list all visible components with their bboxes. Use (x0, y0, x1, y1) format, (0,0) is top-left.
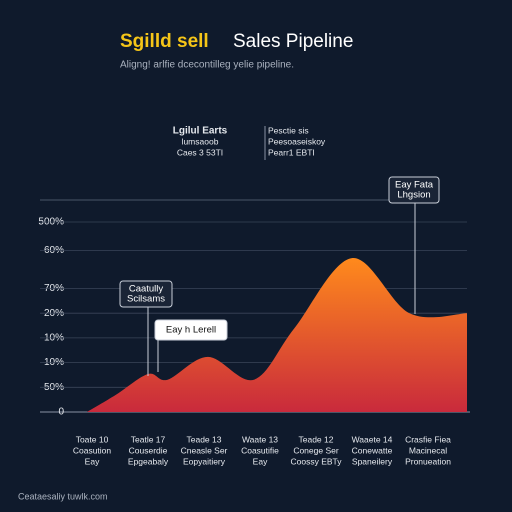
legend-text: Pesctie sis (268, 125, 309, 135)
title-highlight: Sgilld sell (120, 31, 209, 52)
x-tick-label: Eay (253, 456, 268, 466)
footer: Ceataesaliy tuwlk.com (18, 491, 108, 501)
annotation-text: Scilsams (127, 294, 165, 305)
x-tick-label: Teade 12 (299, 434, 334, 444)
x-tick-label: Spaneilery (352, 456, 393, 466)
annotation-text: Eay Fata (395, 180, 434, 191)
x-tick-label: Macinecal (409, 445, 447, 455)
annotation-text: Lhgsion (397, 190, 430, 201)
x-tick-label: Couserdie (129, 445, 168, 455)
x-tick-label: Teade 13 (187, 434, 222, 444)
x-tick-label: Epgeabaly (128, 456, 169, 466)
x-tick-label: Crasfie Fiea (405, 434, 451, 444)
x-tick-label: Conege Ser (293, 445, 339, 455)
x-tick-label: Eay (85, 456, 100, 466)
subtitle: Aligng! arlfie dcecontilleg yelie pipeli… (120, 60, 294, 71)
legend-text: Caes 3 53TI (177, 147, 223, 157)
x-tick-label: Eopyaitiery (183, 456, 226, 466)
annotation-text: Caatully (129, 284, 164, 295)
legend-text: Lgilul Earts (173, 126, 228, 137)
x-tick-label: Pronueation (405, 456, 451, 466)
x-tick-label: Toate 10 (76, 434, 109, 444)
annotation-text: Eay h Lerell (166, 325, 216, 336)
x-tick-label: Teatle 17 (131, 434, 166, 444)
x-tick-label: Coasution (73, 445, 112, 455)
legend-text: lumsaoob (182, 136, 219, 146)
annotation-box (119, 280, 173, 308)
x-tick-label: Waate 13 (242, 434, 278, 444)
x-tick-label: Coossy EBTy (290, 456, 342, 466)
legend-text: Peesoaseiskoy (268, 136, 326, 146)
area (87, 258, 467, 412)
annotation-box (154, 319, 228, 341)
legend-text: Pearr1 EBTI (268, 147, 315, 157)
x-tick-label: Waaete 14 (352, 434, 393, 444)
x-tick-label: Conewatte (352, 445, 393, 455)
x-tick-label: Cneasle Ser (181, 445, 228, 455)
chart-title: Sales Pipeline (233, 31, 353, 52)
y-tick-label: 0 (58, 407, 64, 418)
annotation-box (388, 176, 440, 204)
x-tick-label: Coasutifie (241, 445, 279, 455)
